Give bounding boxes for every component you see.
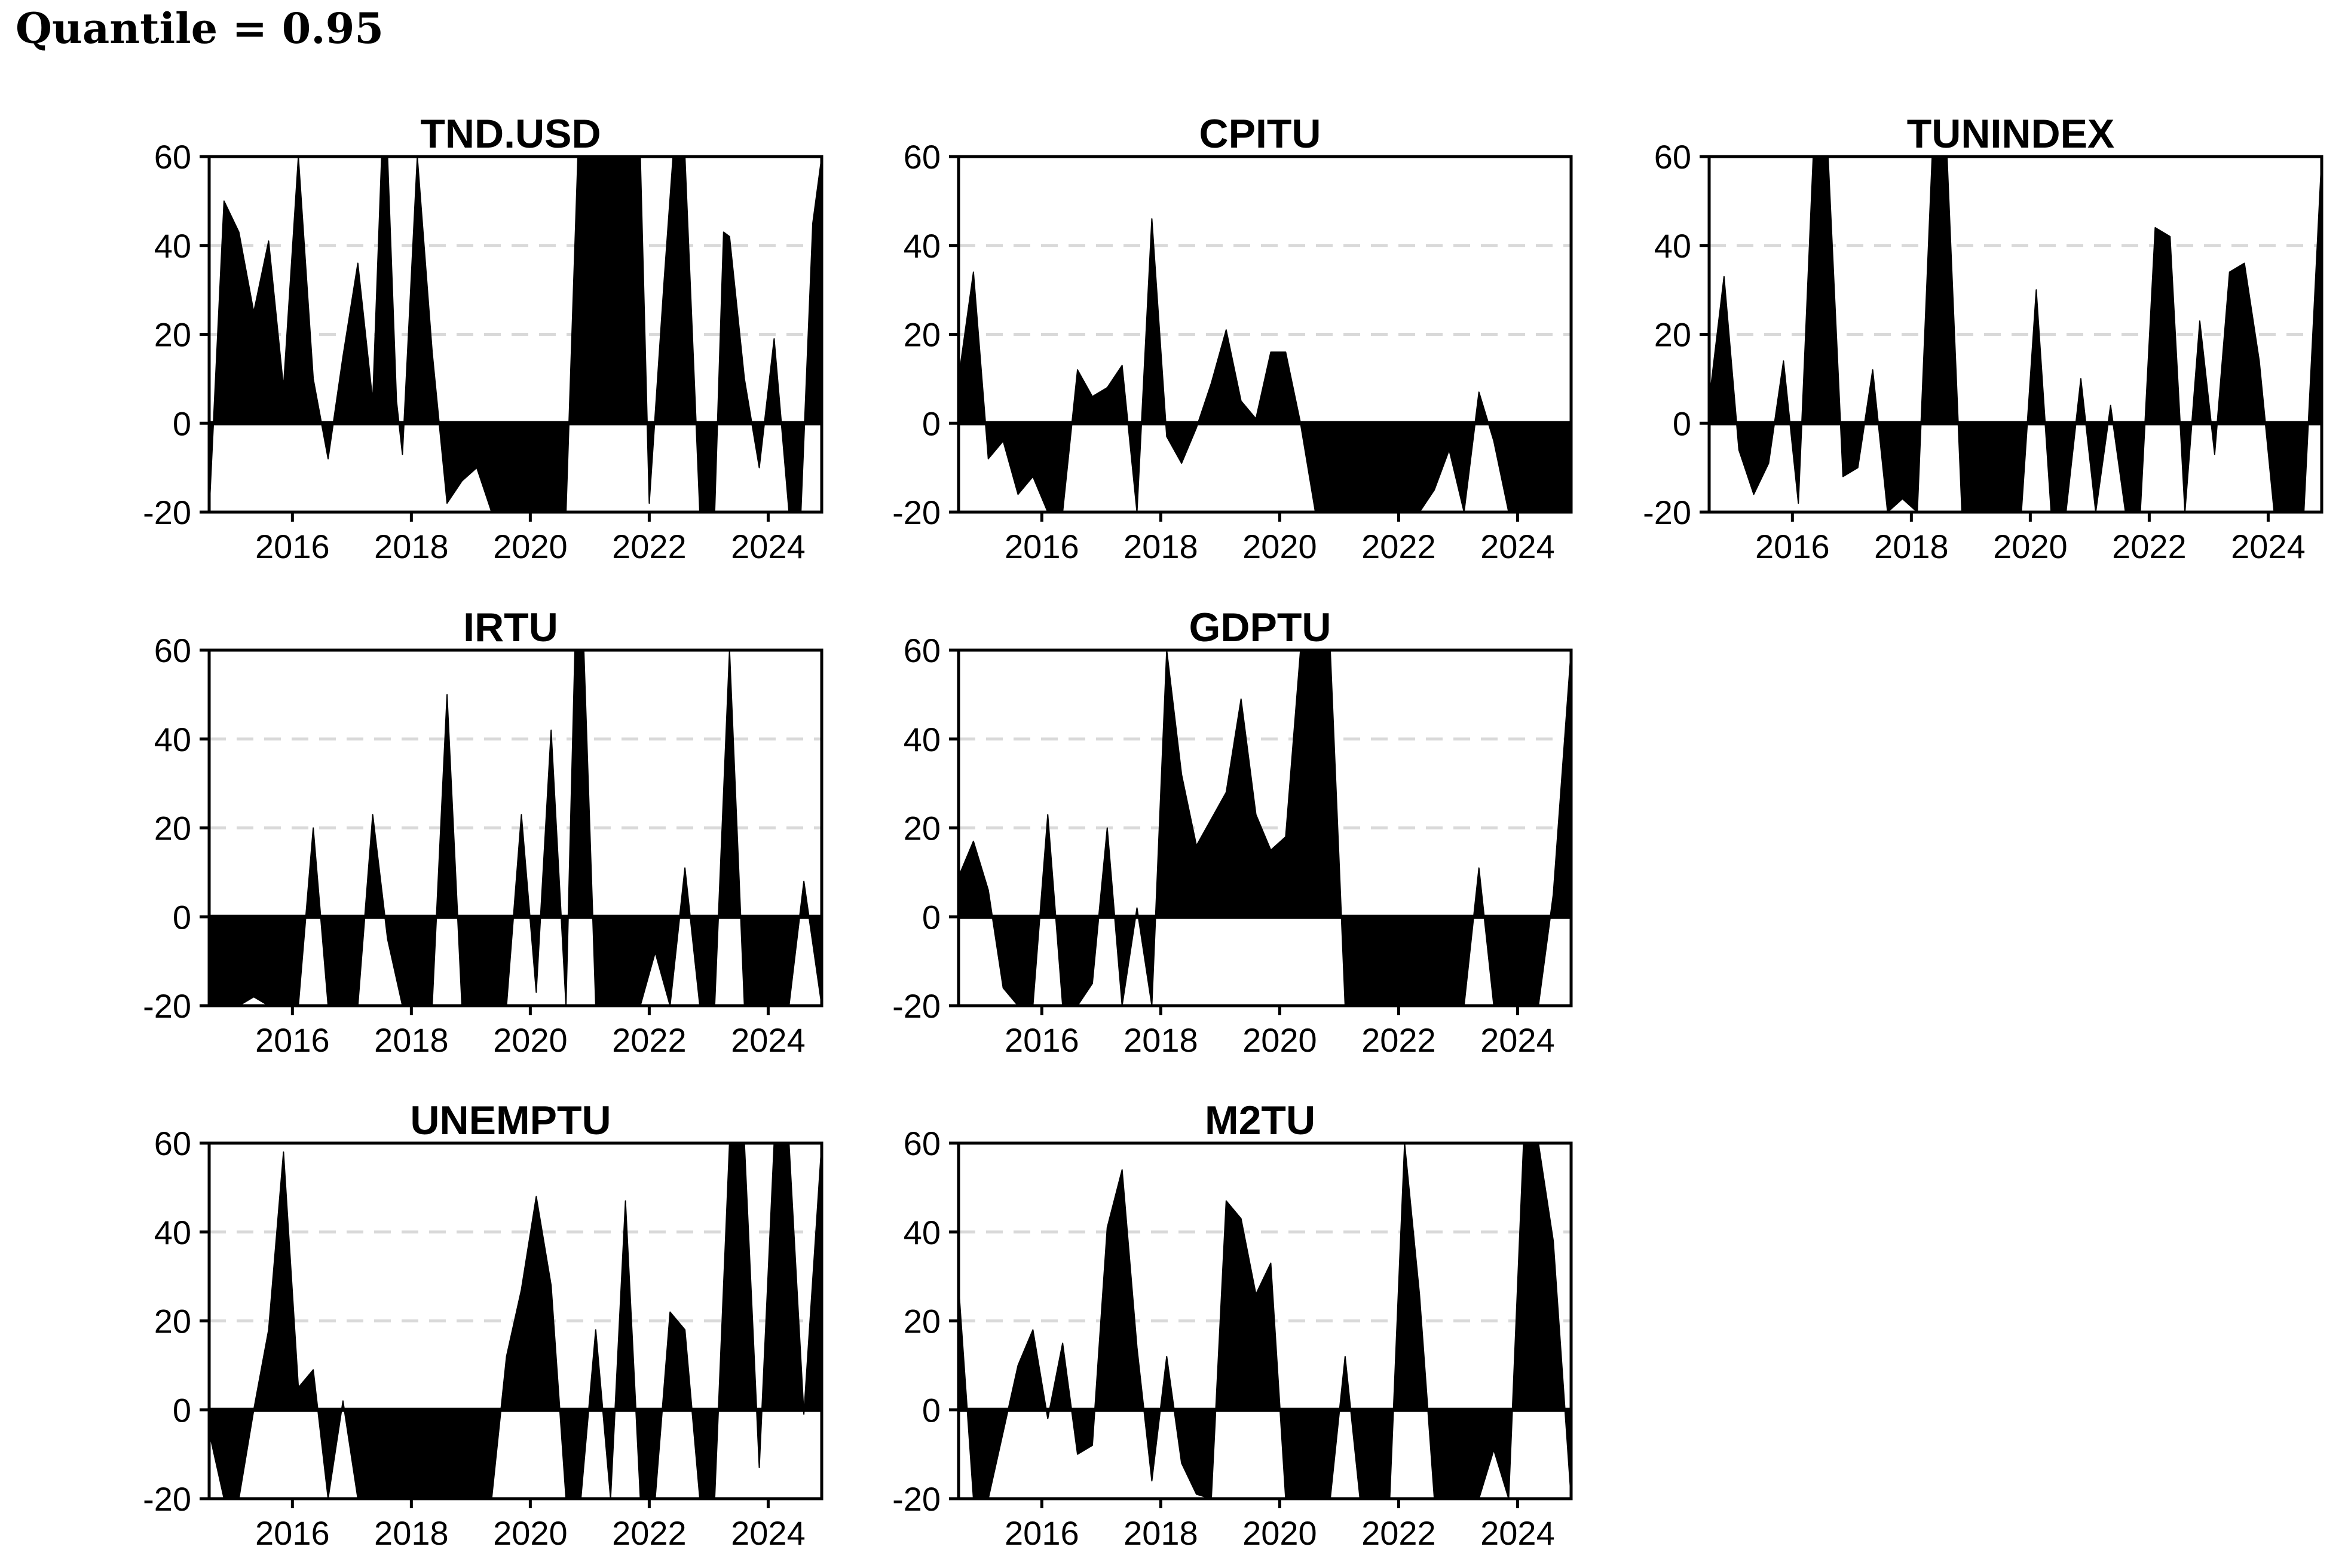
y-tick-label: -20 bbox=[892, 1480, 941, 1518]
y-tick-label: 0 bbox=[922, 1391, 941, 1429]
y-tick-label: 20 bbox=[154, 316, 191, 354]
y-tick-label: -20 bbox=[892, 494, 941, 531]
panel-tnd-usd: TND.USD -20 0 20 40 60 2016 2018 2020 2022 2024 bbox=[143, 111, 824, 565]
x-tick-label: 2018 bbox=[1124, 528, 1198, 565]
panel-title: IRTU bbox=[463, 605, 558, 650]
x-tick-label: 2024 bbox=[731, 528, 806, 565]
x-tick-label: 2018 bbox=[374, 1514, 449, 1552]
x-tick-label: 2022 bbox=[612, 1514, 687, 1552]
y-tick-label: 40 bbox=[904, 1214, 941, 1251]
y-tick-label: 0 bbox=[1673, 405, 1691, 442]
y-tick-label: 40 bbox=[1654, 227, 1691, 265]
x-tick-label: 2018 bbox=[374, 528, 449, 565]
panel-tunindex: TUNINDEX -20 0 20 40 60 2016 2018 2020 2022 2024 bbox=[1643, 111, 2323, 565]
x-tick-label: 2016 bbox=[1005, 528, 1079, 565]
y-tick-label: 60 bbox=[154, 138, 191, 176]
panel-irtu: IRTU -20 0 20 40 60 2016 2018 2020 2022 2024 bbox=[143, 605, 824, 1059]
y-tick-label: 0 bbox=[173, 898, 191, 936]
x-tick-label: 2016 bbox=[1755, 528, 1830, 565]
series-area bbox=[959, 218, 1571, 512]
y-tick-label: 0 bbox=[922, 898, 941, 936]
panel-title: CPITU bbox=[1199, 111, 1321, 157]
x-tick-label: 2016 bbox=[1005, 1021, 1079, 1059]
x-tick-label: 2024 bbox=[1480, 1021, 1555, 1059]
panel-m2tu: M2TU -20 0 20 40 60 2016 2018 2020 2022 2024 bbox=[892, 1098, 1573, 1552]
y-tick-label: 40 bbox=[154, 1214, 191, 1251]
y-tick-label: 0 bbox=[173, 1391, 191, 1429]
x-tick-label: 2024 bbox=[1480, 528, 1555, 565]
y-tick-label: 60 bbox=[904, 632, 941, 669]
y-tick-label: 40 bbox=[154, 721, 191, 758]
x-tick-label: 2024 bbox=[2231, 528, 2306, 565]
x-tick-label: 2020 bbox=[493, 528, 568, 565]
panel-cpitu: CPITU -20 0 20 40 60 2016 2018 2020 2022 2024 bbox=[892, 111, 1573, 565]
y-tick-label: 20 bbox=[1654, 316, 1691, 354]
panel-title: TUNINDEX bbox=[1907, 111, 2115, 157]
x-tick-label: 2020 bbox=[1242, 1514, 1317, 1552]
x-tick-label: 2018 bbox=[374, 1021, 449, 1059]
panel-unemptu: UNEMPTU -20 0 20 40 60 2016 2018 2020 2022 2024 bbox=[143, 1098, 824, 1552]
x-tick-label: 2016 bbox=[255, 1514, 330, 1552]
y-tick-label: 0 bbox=[922, 405, 941, 442]
y-tick-label: -20 bbox=[143, 494, 191, 531]
x-tick-label: 2024 bbox=[1480, 1514, 1555, 1552]
y-tick-label: 40 bbox=[904, 227, 941, 265]
panel-title: M2TU bbox=[1205, 1098, 1315, 1143]
x-tick-label: 2022 bbox=[612, 1021, 687, 1059]
x-tick-label: 2022 bbox=[1361, 1021, 1436, 1059]
x-tick-label: 2016 bbox=[255, 1021, 330, 1059]
y-tick-label: -20 bbox=[143, 987, 191, 1025]
y-tick-label: -20 bbox=[143, 1480, 191, 1518]
y-tick-label: 20 bbox=[904, 810, 941, 847]
page-title: Quantile = 0.95 bbox=[16, 4, 384, 53]
x-tick-label: 2022 bbox=[1361, 528, 1436, 565]
x-tick-label: 2020 bbox=[493, 1021, 568, 1059]
y-tick-label: 60 bbox=[904, 138, 941, 176]
panel-title: GDPTU bbox=[1189, 605, 1331, 650]
panel-title: UNEMPTU bbox=[410, 1098, 611, 1143]
y-tick-label: -20 bbox=[892, 987, 941, 1025]
x-tick-label: 2016 bbox=[1005, 1514, 1079, 1552]
y-tick-label: 60 bbox=[154, 1125, 191, 1162]
x-tick-label: 2018 bbox=[1124, 1514, 1198, 1552]
x-tick-label: 2018 bbox=[1124, 1021, 1198, 1059]
x-tick-label: 2020 bbox=[1242, 528, 1317, 565]
panel-title: TND.USD bbox=[420, 111, 601, 157]
y-tick-label: -20 bbox=[1643, 494, 1691, 531]
y-tick-label: 20 bbox=[154, 1303, 191, 1340]
y-tick-label: 60 bbox=[154, 632, 191, 669]
x-tick-label: 2024 bbox=[731, 1021, 806, 1059]
y-tick-label: 60 bbox=[1654, 138, 1691, 176]
x-tick-label: 2020 bbox=[1993, 528, 2068, 565]
x-tick-label: 2022 bbox=[2112, 528, 2187, 565]
y-tick-label: 40 bbox=[904, 721, 941, 758]
panel-gdptu: GDPTU -20 0 20 40 60 2016 2018 2020 2022 2024 bbox=[892, 605, 1573, 1059]
y-tick-label: 0 bbox=[173, 405, 191, 442]
y-tick-label: 20 bbox=[904, 316, 941, 354]
x-tick-label: 2018 bbox=[1874, 528, 1949, 565]
x-tick-label: 2022 bbox=[612, 528, 687, 565]
y-tick-label: 20 bbox=[904, 1303, 941, 1340]
x-tick-label: 2016 bbox=[255, 528, 330, 565]
y-tick-label: 40 bbox=[154, 227, 191, 265]
y-tick-label: 20 bbox=[154, 810, 191, 847]
x-tick-label: 2022 bbox=[1361, 1514, 1436, 1552]
y-tick-label: 60 bbox=[904, 1125, 941, 1162]
x-tick-label: 2020 bbox=[1242, 1021, 1317, 1059]
x-tick-label: 2020 bbox=[493, 1514, 568, 1552]
x-tick-label: 2024 bbox=[731, 1514, 806, 1552]
